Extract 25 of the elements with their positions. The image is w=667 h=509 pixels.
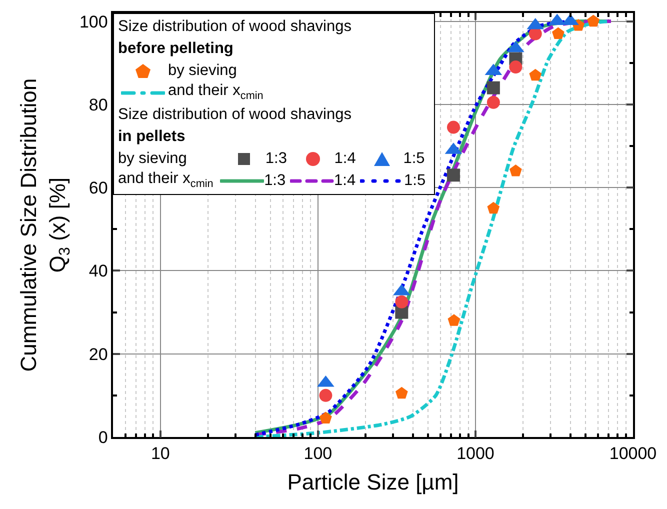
legend-label: 1:5	[403, 149, 426, 169]
annotation: Size distribution of wood shavings	[118, 105, 352, 125]
legend-label: and their x$_{cmin}$	[168, 80, 264, 104]
y-tick-label: 0	[98, 428, 108, 447]
legend-label: 1:5	[404, 171, 427, 191]
annotation: in pellets	[118, 127, 186, 147]
legend-label: 1:3	[265, 149, 288, 169]
legend-label: 1:4	[334, 171, 357, 191]
y-tick-label: 100	[79, 12, 108, 32]
annotation: Size distribution of wood shavings	[118, 17, 352, 37]
annotation: and their x$_{cmin}$	[118, 168, 214, 192]
y-tick-label: 20	[88, 344, 108, 364]
x-axis-title: Particle Size [µm]	[287, 470, 459, 495]
annotation: by sieving	[118, 149, 188, 169]
legend-label: 1:3	[264, 171, 287, 191]
annotation: before pelleting	[118, 39, 234, 59]
y-tick-label: 80	[88, 95, 108, 114]
x-tick-label: 100	[304, 444, 332, 464]
x-tick-label: 10000	[609, 444, 657, 464]
x-tick-label: 10	[150, 444, 170, 464]
legend-label: 1:4	[334, 149, 357, 169]
y-tick-label: 40	[88, 262, 108, 281]
y-tick-label: 60	[88, 178, 108, 198]
x-tick-label: 1000	[456, 444, 494, 464]
legend-label: by sieving	[168, 61, 237, 81]
